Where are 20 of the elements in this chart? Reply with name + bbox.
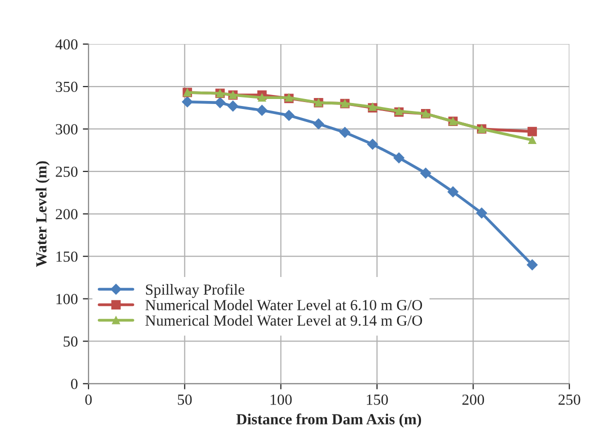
- x-tick-label: 50: [178, 394, 192, 405]
- y-tick-label: 150: [56, 251, 78, 262]
- y-tick-label: 200: [56, 209, 78, 220]
- x-axis-title: Distance from Dam Axis (m): [236, 413, 422, 428]
- y-axis-title: Water Level (m): [36, 161, 50, 267]
- legend-label: Spillway Profile: [146, 284, 244, 298]
- x-tick-label: 150: [366, 394, 388, 405]
- y-tick-label: 250: [56, 166, 78, 177]
- x-tick-label: 100: [270, 394, 292, 405]
- x-tick-label: 250: [558, 394, 580, 405]
- x-tick-label: 0: [85, 394, 92, 405]
- y-tick-label: 100: [56, 294, 78, 304]
- y-tick-label: 350: [56, 82, 78, 92]
- legend-label: Numerical Model Water Level at 9.14 m G/O: [145, 314, 422, 326]
- x-tick-label: 200: [462, 394, 484, 405]
- y-tick-label: 50: [64, 336, 78, 347]
- y-tick-label: 400: [55, 39, 78, 50]
- y-tick-label: 300: [56, 124, 78, 134]
- y-tick-label: 0: [71, 378, 78, 390]
- legend-label: Numerical Model Water Level at 6.10 m G/O: [145, 300, 422, 310]
